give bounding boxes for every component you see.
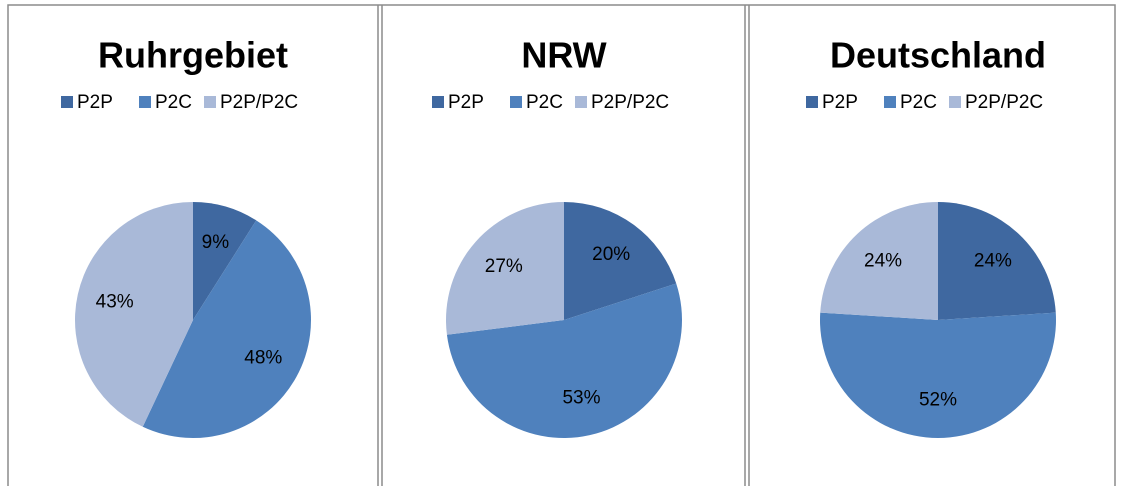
data-label: 27% <box>485 256 523 277</box>
legend-swatch <box>61 96 73 108</box>
data-label: 53% <box>562 387 600 408</box>
pie-slice <box>564 202 677 320</box>
legend-swatch <box>432 96 444 108</box>
pie-slice <box>938 202 1056 320</box>
chart-title: Ruhrgebiet <box>98 35 288 76</box>
data-label: 24% <box>974 251 1012 272</box>
data-label: 24% <box>864 251 902 272</box>
table-frame <box>7 4 1116 486</box>
data-label: 43% <box>96 292 134 313</box>
pie-slice <box>74 202 193 427</box>
legend-label: P2P <box>822 92 858 113</box>
legend-swatch <box>806 96 818 108</box>
legend-swatch <box>884 96 896 108</box>
legend-label: P2C <box>526 92 563 113</box>
pie-slice <box>820 312 1057 438</box>
data-label: 52% <box>919 389 957 410</box>
legend-swatch <box>510 96 522 108</box>
legend-label: P2P <box>448 92 484 113</box>
pie-slice <box>142 220 311 438</box>
legend-label: P2C <box>900 92 937 113</box>
chart-title: Deutschland <box>830 35 1046 76</box>
legend-label: P2C <box>155 92 192 113</box>
data-label: 20% <box>592 244 630 265</box>
pie-slice <box>446 283 682 438</box>
data-label: 9% <box>202 232 230 253</box>
legend-swatch <box>204 96 216 108</box>
legend-label: P2P/P2C <box>591 92 669 113</box>
legend-swatch <box>575 96 587 108</box>
pie-slice <box>820 202 938 320</box>
legend-label: P2P/P2C <box>220 92 298 113</box>
legend-swatch <box>139 96 151 108</box>
pie-slice <box>445 202 564 335</box>
legend-label: P2P <box>77 92 113 113</box>
data-label: 48% <box>244 348 282 369</box>
pie-slice <box>193 202 257 320</box>
chart-title: NRW <box>521 35 606 76</box>
legend-label: P2P/P2C <box>965 92 1043 113</box>
legend-swatch <box>949 96 961 108</box>
